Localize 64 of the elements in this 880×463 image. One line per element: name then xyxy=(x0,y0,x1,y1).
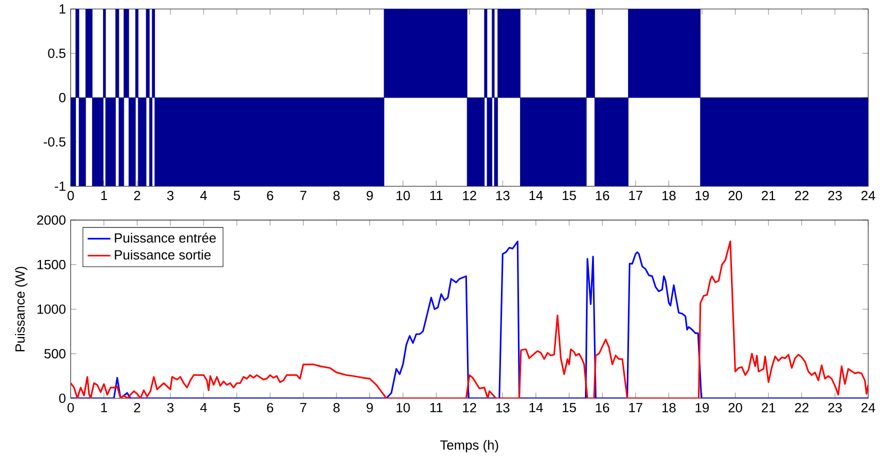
x-tick-label: 14 xyxy=(530,190,543,200)
legend-label: Puissance entrée xyxy=(114,232,216,243)
y-tick-label: 0 xyxy=(59,92,66,102)
x-tick-label: 13 xyxy=(496,402,510,412)
y-tick-label: 0.5 xyxy=(48,48,66,58)
x-tick-label: 1 xyxy=(101,402,107,412)
x-tick-label: 2 xyxy=(134,190,140,200)
x-tick-label: 23 xyxy=(828,402,842,412)
x-tick-label: 18 xyxy=(662,402,676,412)
x-tick-label: 5 xyxy=(234,190,240,200)
x-tick-label: 3 xyxy=(167,190,174,200)
x-tick-label: 11 xyxy=(430,190,442,200)
y-tick-label: 2000 xyxy=(37,215,66,225)
y-tick-label: 1500 xyxy=(38,260,66,270)
y-tick-label: -0.5 xyxy=(44,137,66,147)
x-tick-label: 5 xyxy=(234,402,240,412)
x-tick-label: 3 xyxy=(167,402,174,412)
x-tick-label: 1 xyxy=(101,190,107,200)
x-axis-title: Temps (h) xyxy=(440,440,498,452)
y-tick-label: 0 xyxy=(59,394,66,403)
x-tick-label: 7 xyxy=(300,190,306,200)
x-tick-label: 9 xyxy=(366,402,373,412)
x-tick-label: 20 xyxy=(728,190,742,200)
x-tick-label: 20 xyxy=(728,402,742,412)
x-tick-label: 0 xyxy=(68,402,74,412)
x-tick-label: 2 xyxy=(134,402,140,412)
x-tick-label: 6 xyxy=(267,402,274,412)
x-tick-label: 6 xyxy=(267,190,274,200)
x-tick-label: 24 xyxy=(861,190,876,200)
y-tick-label: -1 xyxy=(54,182,66,191)
x-tick-label: 22 xyxy=(795,402,808,412)
x-tick-label: 21 xyxy=(762,402,776,412)
x-tick-label: 15 xyxy=(562,402,576,412)
x-tick-label: 18 xyxy=(662,190,676,200)
x-tick-label: 12 xyxy=(463,190,476,200)
x-tick-label: 13 xyxy=(496,190,510,200)
legend-label: Puissance sortie xyxy=(114,250,211,260)
x-tick-label: 11 xyxy=(430,402,442,412)
x-tick-label: 17 xyxy=(629,190,642,200)
x-tick-label: 0 xyxy=(68,190,74,200)
x-tick-label: 9 xyxy=(366,190,373,200)
x-tick-label: 19 xyxy=(696,190,709,200)
x-tick-label: 17 xyxy=(629,402,642,412)
y-tick-label: 500 xyxy=(44,349,66,358)
x-tick-label: 14 xyxy=(530,402,543,412)
x-tick-label: 7 xyxy=(300,402,306,412)
x-tick-label: 16 xyxy=(596,402,610,412)
x-tick-label: 24 xyxy=(861,402,876,412)
y-axis-title: Puissance (W) xyxy=(15,266,28,352)
x-tick-label: 23 xyxy=(828,190,842,200)
x-tick-label: 8 xyxy=(333,402,340,412)
x-tick-label: 15 xyxy=(562,190,576,200)
x-tick-label: 10 xyxy=(396,402,410,412)
x-tick-label: 4 xyxy=(200,402,207,412)
x-tick-label: 10 xyxy=(396,190,410,200)
y-tick-label: 1000 xyxy=(38,304,66,314)
x-tick-label: 22 xyxy=(795,190,808,200)
x-tick-label: 19 xyxy=(696,402,709,412)
x-tick-label: 12 xyxy=(463,402,476,412)
x-tick-label: 4 xyxy=(200,190,207,200)
x-tick-label: 21 xyxy=(762,190,776,200)
x-tick-label: 8 xyxy=(333,190,340,200)
x-tick-label: 16 xyxy=(596,190,610,200)
y-tick-label: 1 xyxy=(60,4,66,14)
